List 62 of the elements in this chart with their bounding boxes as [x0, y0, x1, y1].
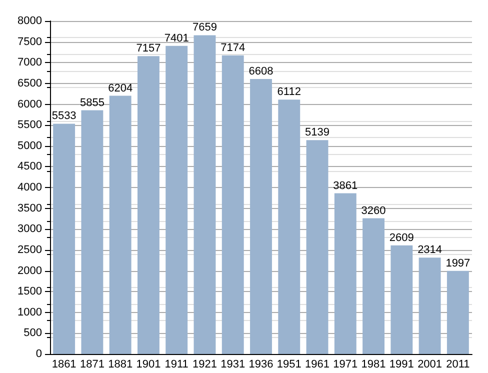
- bar: [222, 55, 244, 354]
- bar: [137, 56, 160, 354]
- y-tick-label: 1000: [18, 306, 42, 318]
- y-tick-label: 8000: [18, 15, 42, 27]
- data-label: 7659: [192, 22, 217, 34]
- y-tick-label: 7000: [18, 56, 42, 69]
- data-label: 7174: [220, 42, 246, 54]
- data-label: 1997: [446, 257, 470, 270]
- y-tick-label: 5000: [18, 140, 42, 152]
- bar: [446, 270, 469, 354]
- x-tick-label: 1936: [248, 358, 274, 370]
- data-label: 6204: [108, 82, 133, 94]
- x-tick-label: 1961: [305, 358, 330, 370]
- y-tick-label: 500: [24, 327, 42, 340]
- x-tick-label: 1991: [389, 358, 414, 370]
- y-tick-label: 2500: [18, 244, 42, 256]
- bar: [390, 245, 413, 354]
- x-tick-label: 1981: [361, 358, 386, 370]
- data-label: 6112: [277, 86, 301, 98]
- x-tick-label: 1881: [108, 358, 133, 370]
- x-tick-label: 1901: [136, 358, 161, 370]
- data-label: 5139: [305, 126, 330, 139]
- data-label: 5855: [80, 96, 104, 109]
- x-tick-label: 1951: [276, 358, 302, 370]
- y-tick-label: 4500: [18, 160, 42, 173]
- data-label: 3260: [361, 204, 386, 217]
- x-tick-label: 1871: [80, 358, 104, 370]
- y-tick-label: 3000: [18, 223, 42, 236]
- data-label: 6608: [248, 65, 274, 78]
- y-tick-label: 3500: [18, 202, 42, 214]
- x-tick-label: 1911: [164, 358, 188, 370]
- bar: [109, 96, 132, 354]
- bar: [194, 35, 216, 354]
- y-tick-label: 6000: [18, 98, 42, 110]
- bar: [166, 46, 188, 354]
- bar: [53, 124, 76, 354]
- data-label: 2314: [418, 244, 442, 256]
- data-label: 7157: [136, 42, 161, 55]
- data-label: 2609: [389, 232, 414, 244]
- bar: [334, 193, 356, 354]
- bar: [306, 140, 328, 354]
- data-label: 3861: [333, 180, 358, 192]
- y-tick-label: 4000: [18, 182, 42, 194]
- bar: [250, 78, 272, 354]
- data-label: 5533: [52, 110, 76, 122]
- bar: [362, 218, 385, 354]
- x-tick-label: 2001: [418, 358, 442, 370]
- x-tick-label: 1931: [220, 358, 246, 370]
- y-tick-label: 5500: [18, 119, 42, 132]
- bar: [81, 110, 104, 354]
- x-tick-label: 2011: [446, 358, 470, 370]
- y-tick-label: 6500: [18, 77, 42, 90]
- x-tick-label: 1971: [333, 358, 358, 370]
- data-label: 7401: [164, 32, 189, 44]
- y-tick-label: 1500: [18, 286, 42, 298]
- bar: [418, 258, 441, 354]
- y-tick-label: 2000: [18, 264, 42, 277]
- bar: [278, 100, 300, 354]
- x-tick-label: 1921: [192, 358, 217, 370]
- y-tick-label: 0: [36, 348, 42, 360]
- y-tick-label: 7500: [18, 36, 42, 48]
- x-tick-label: 1861: [52, 358, 76, 370]
